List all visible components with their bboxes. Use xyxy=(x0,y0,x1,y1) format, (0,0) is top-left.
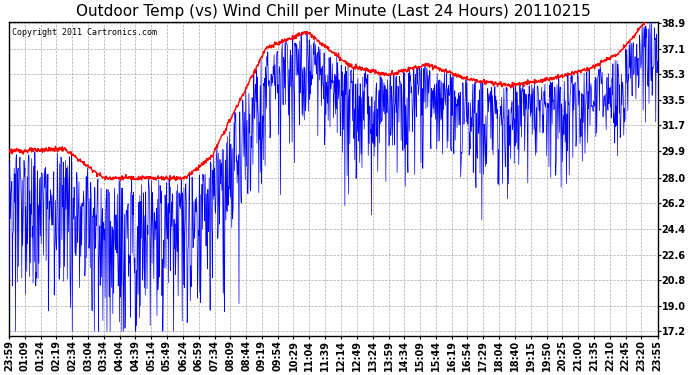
Text: Copyright 2011 Cartronics.com: Copyright 2011 Cartronics.com xyxy=(12,28,157,37)
Title: Outdoor Temp (vs) Wind Chill per Minute (Last 24 Hours) 20110215: Outdoor Temp (vs) Wind Chill per Minute … xyxy=(76,4,591,19)
